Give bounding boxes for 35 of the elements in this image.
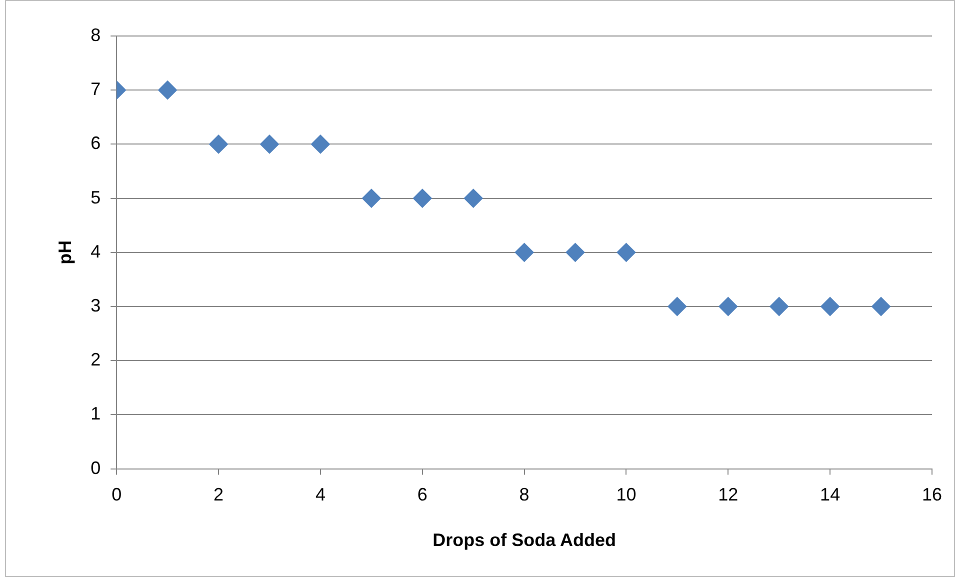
y-tick-label: 1	[90, 404, 101, 424]
x-tick-label: 12	[718, 484, 738, 505]
point	[412, 188, 432, 208]
point	[668, 297, 687, 316]
point	[820, 297, 840, 316]
point	[872, 297, 891, 316]
y-tick-label: 3	[90, 295, 101, 316]
x-tick-label: 8	[519, 484, 530, 505]
y-tick-label: 4	[90, 241, 101, 262]
y-tick-label: 6	[90, 133, 101, 154]
y-tick-label: 0	[90, 458, 101, 478]
point	[362, 188, 381, 208]
y-tick-label: 7	[90, 79, 101, 100]
x-tick-label: 0	[112, 484, 122, 505]
x-tick-label: 16	[922, 484, 942, 505]
y-tick-label: 8	[90, 24, 101, 45]
x-tick-label: 6	[417, 484, 428, 505]
point	[514, 242, 534, 262]
point	[566, 242, 585, 262]
y-tick-label: 5	[90, 187, 101, 208]
x-tick-label: 14	[820, 484, 840, 505]
point	[616, 242, 636, 262]
point	[158, 80, 178, 100]
x-tick-label: 4	[315, 484, 326, 505]
point	[260, 134, 279, 154]
point	[464, 188, 483, 208]
point	[718, 297, 738, 316]
x-tick-label: 2	[214, 484, 224, 505]
y-tick-label: 2	[90, 350, 101, 370]
point	[310, 134, 330, 154]
point	[770, 297, 789, 316]
x-axis-title: Drops of Soda Added	[432, 530, 616, 550]
x-tick-label: 10	[616, 484, 636, 505]
y-axis-title: pH	[54, 240, 75, 264]
point	[209, 134, 228, 154]
